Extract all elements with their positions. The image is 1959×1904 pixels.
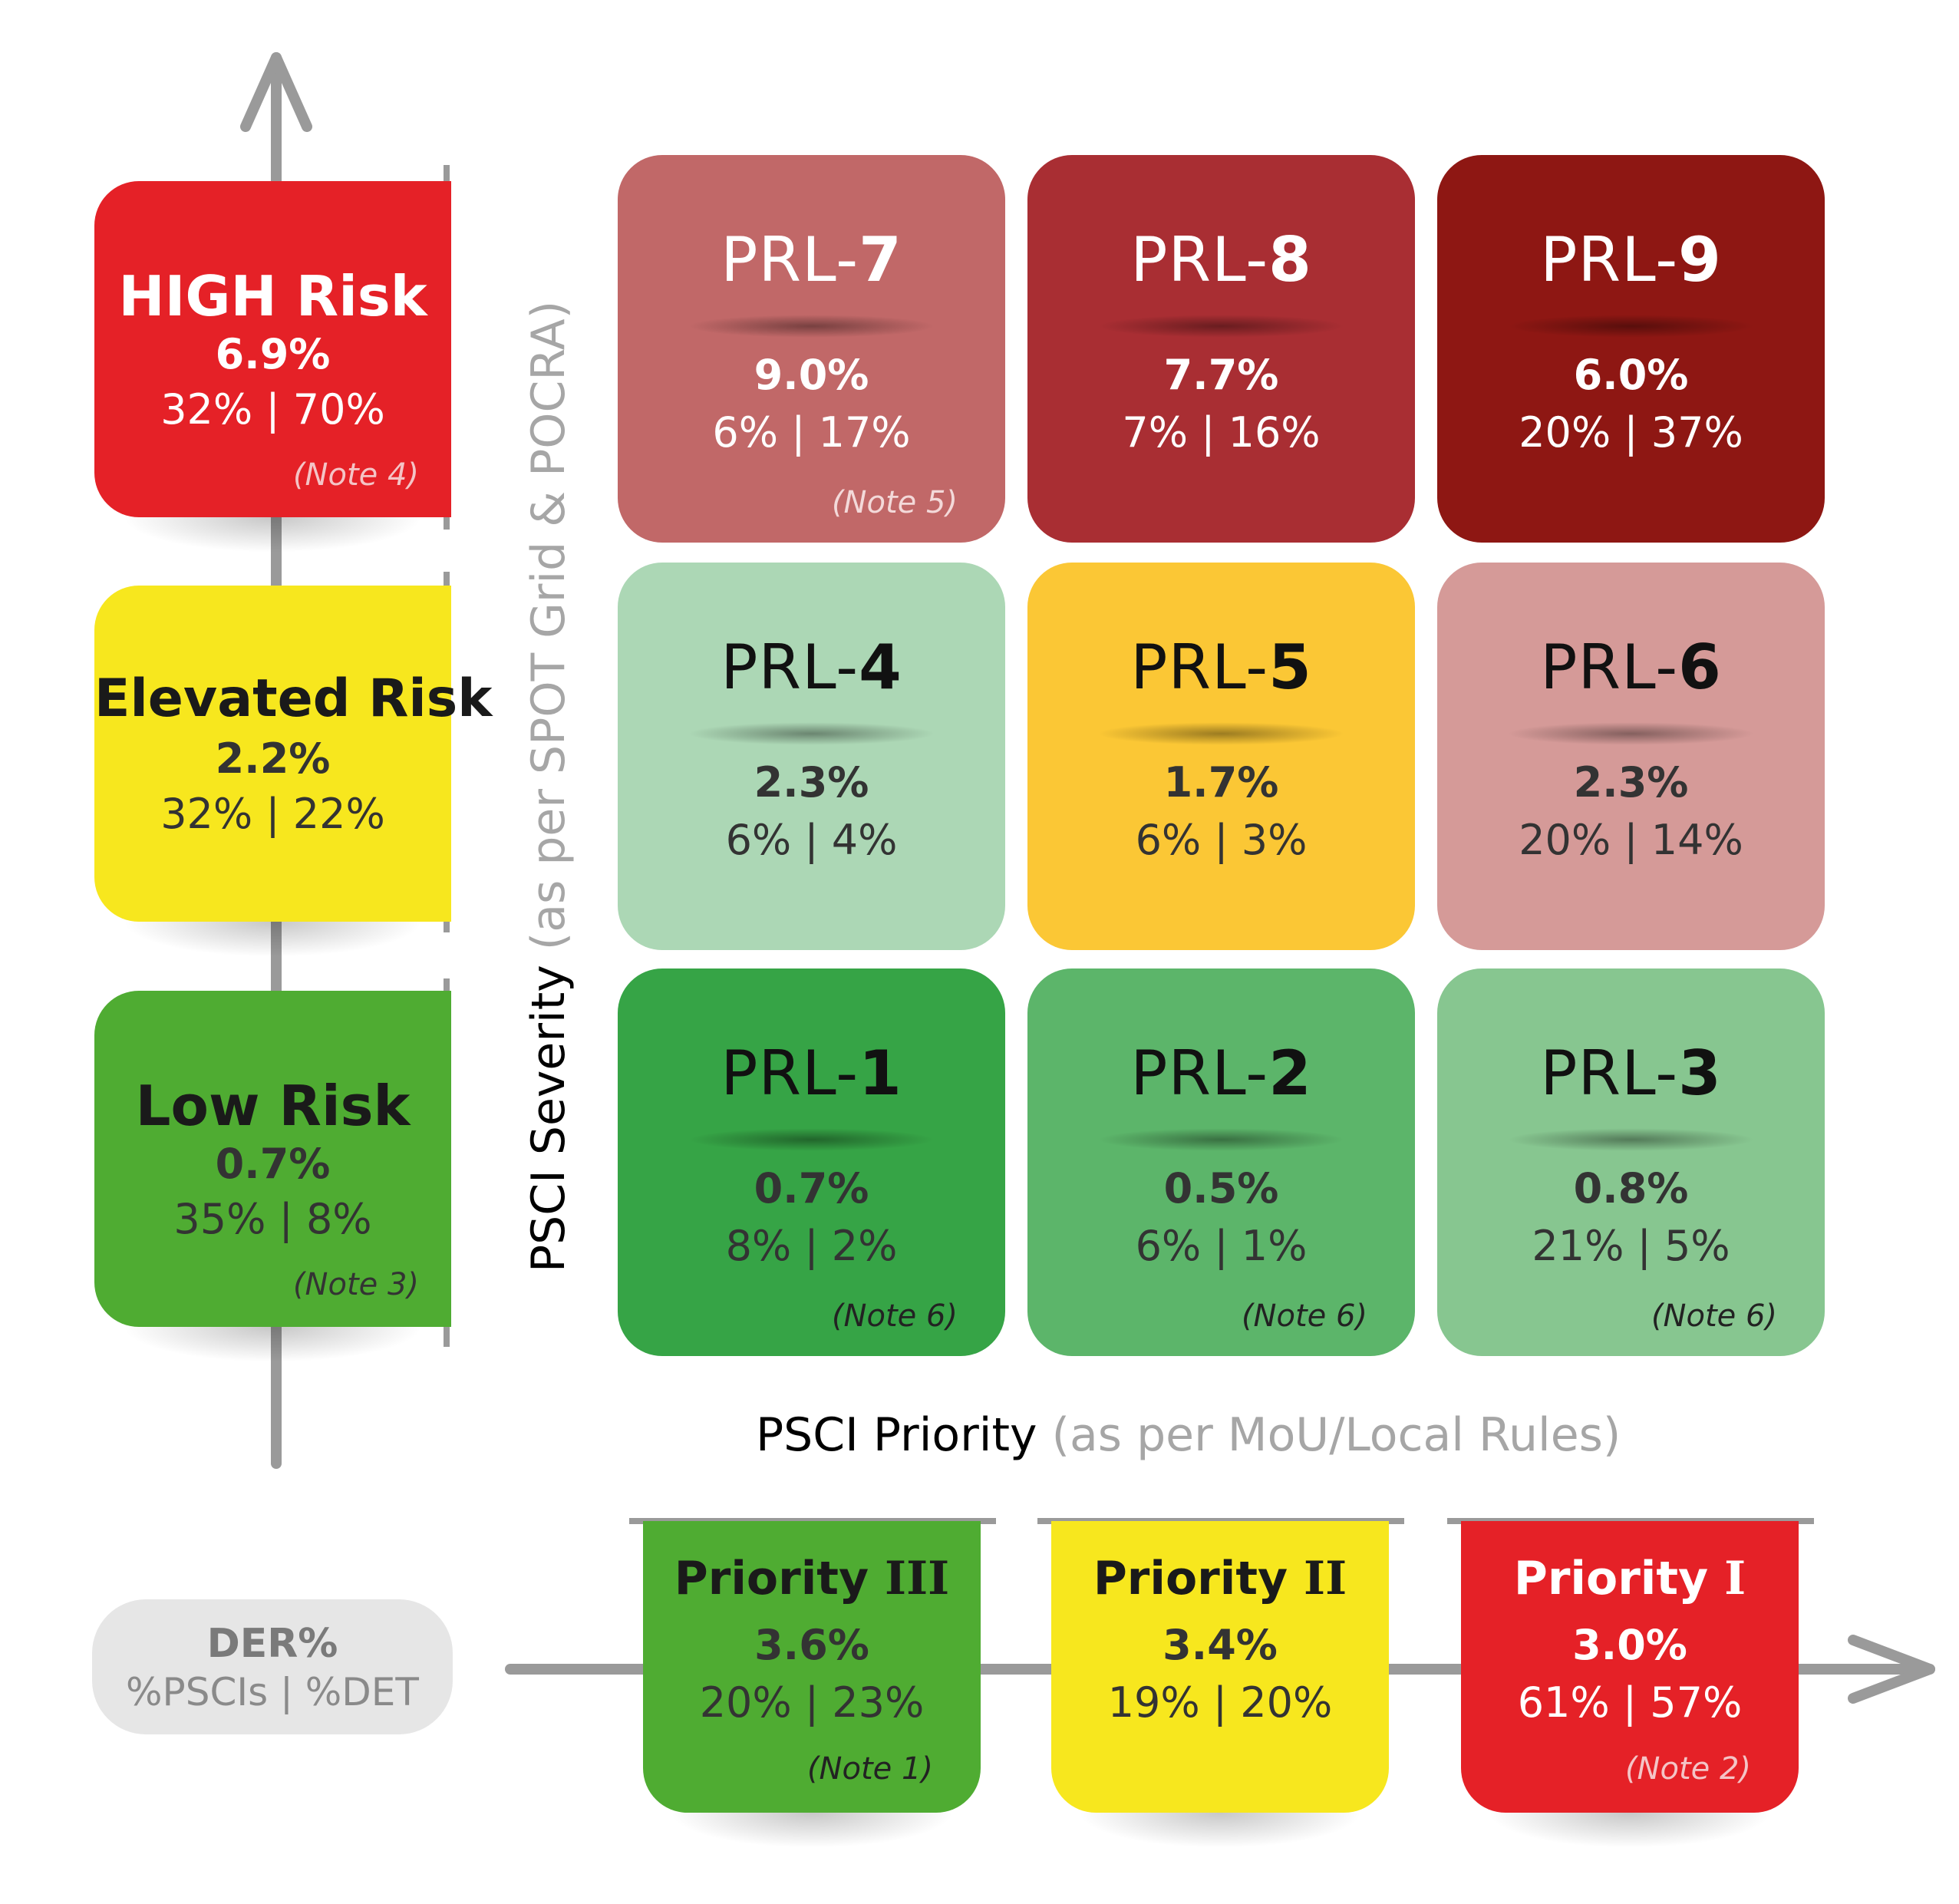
prl-6-cell: PRL-6 2.3% 20% | 14%: [1437, 563, 1825, 950]
der-legend-subtitle: %PSCIs | %DET: [126, 1670, 419, 1714]
severity-axis-title: PSCI Severity: [522, 965, 575, 1272]
der-legend: DER% %PSCIs | %DET: [92, 1599, 453, 1734]
priority-3-box: Priority III 3.6% 20% | 23% (Note 1): [643, 1521, 981, 1848]
prl-5-cell: PRL-5 1.7% 6% | 3%: [1027, 563, 1415, 950]
priority-1-title: Priority I: [1513, 1552, 1746, 1605]
severity-axis-label: PSCI Severity (as per SPOT Grid & POCRA): [522, 301, 575, 1272]
prl-4-cell: PRL-4 2.3% 6% | 4%: [618, 563, 1005, 950]
prl-7-note: (Note 5): [831, 485, 958, 520]
prl-1-note: (Note 6): [831, 1298, 958, 1334]
priority-2-split: 19% | 20%: [1107, 1678, 1333, 1727]
priority-axis-label: PSCI Priority (as per MoU/Local Rules): [756, 1408, 1621, 1462]
low-risk-split: 35% | 8%: [173, 1195, 372, 1243]
priority-3-split: 20% | 23%: [699, 1678, 925, 1727]
prl-1-der: 0.7%: [754, 1164, 869, 1213]
prl-9-title-shadow: [1506, 315, 1756, 338]
low-risk-note: (Note 3): [292, 1267, 419, 1302]
prl-8-cell: PRL-8 7.7% 7% | 16%: [1027, 155, 1415, 543]
prl-3-der: 0.8%: [1573, 1164, 1689, 1213]
prl-7-der: 9.0%: [754, 351, 869, 399]
prl-3-cell: PRL-3 0.8% 21% | 5% (Note 6): [1437, 968, 1825, 1356]
prl-2-title-shadow: [1097, 1128, 1346, 1151]
prl-6-title: PRL-6: [1540, 632, 1722, 703]
prl-3-note: (Note 6): [1651, 1298, 1777, 1334]
priority-3-title: Priority III: [674, 1552, 950, 1605]
prl-3-title-shadow: [1506, 1128, 1756, 1151]
high-risk-box: HIGH Risk 6.9% 32% | 70% (Note 4): [94, 181, 451, 553]
prl-4-der: 2.3%: [754, 758, 869, 807]
low-risk-der: 0.7%: [215, 1140, 331, 1188]
prl-8-title: PRL-8: [1130, 224, 1312, 295]
prl-5-der: 1.7%: [1163, 758, 1279, 807]
prl-5-title: PRL-5: [1130, 632, 1312, 703]
prl-4-title-shadow: [687, 722, 936, 745]
priority-3-note: (Note 1): [806, 1751, 933, 1787]
elevated-risk-box: Elevated Risk 2.2% 32% | 22%: [94, 586, 493, 957]
prl-9-title: PRL-9: [1540, 224, 1722, 295]
prl-7-title-shadow: [687, 315, 936, 338]
priority-2-title: Priority II: [1093, 1552, 1347, 1605]
prl-8-title-shadow: [1097, 315, 1346, 338]
prl-5-title-shadow: [1097, 722, 1346, 745]
priority-1-split: 61% | 57%: [1517, 1678, 1743, 1727]
prl-6-title-shadow: [1506, 722, 1756, 745]
low-risk-title: Low Risk: [135, 1074, 411, 1138]
priority-3-der: 3.6%: [754, 1621, 869, 1669]
priority-1-box: Priority I 3.0% 61% | 57% (Note 2): [1461, 1521, 1799, 1848]
priority-2-box: Priority II 3.4% 19% | 20%: [1051, 1521, 1389, 1848]
priority-2-der: 3.4%: [1163, 1621, 1278, 1669]
prl-2-cell: PRL-2 0.5% 6% | 1% (Note 6): [1027, 968, 1415, 1356]
prl-7-split: 6% | 17%: [712, 408, 911, 457]
prl-5-split: 6% | 3%: [1135, 816, 1308, 864]
priority-1-note: (Note 2): [1624, 1751, 1751, 1787]
prl-4-title: PRL-4: [721, 632, 902, 703]
prl-9-split: 20% | 37%: [1519, 408, 1743, 457]
prl-8-der: 7.7%: [1163, 351, 1279, 399]
high-risk-split: 32% | 70%: [160, 385, 385, 434]
prl-3-title: PRL-3: [1540, 1038, 1722, 1109]
elevated-risk-title: Elevated Risk: [94, 668, 493, 729]
high-risk-der: 6.9%: [215, 330, 331, 378]
prl-3-split: 21% | 5%: [1532, 1222, 1730, 1270]
high-risk-note: (Note 4): [292, 457, 419, 493]
prl-2-title: PRL-2: [1130, 1038, 1312, 1109]
prl-2-split: 6% | 1%: [1135, 1222, 1308, 1270]
der-legend-title: DER%: [206, 1621, 338, 1667]
low-risk-box: Low Risk 0.7% 35% | 8% (Note 3): [94, 991, 451, 1362]
elevated-risk-der: 2.2%: [215, 734, 331, 783]
severity-axis-subtitle: (as per SPOT Grid & POCRA): [522, 300, 575, 951]
prl-9-der: 6.0%: [1573, 351, 1689, 399]
prl-2-der: 0.5%: [1163, 1164, 1279, 1213]
prl-7-title: PRL-7: [721, 224, 902, 295]
prl-1-title-shadow: [687, 1128, 936, 1151]
prl-1-title: PRL-1: [721, 1038, 902, 1109]
prl-9-cell: PRL-9 6.0% 20% | 37%: [1437, 155, 1825, 543]
prl-2-note: (Note 6): [1241, 1298, 1367, 1334]
priority-1-der: 3.0%: [1572, 1621, 1687, 1669]
prl-6-der: 2.3%: [1573, 758, 1689, 807]
prl-4-split: 6% | 4%: [725, 816, 898, 864]
prl-1-split: 8% | 2%: [725, 1222, 898, 1270]
prl-8-split: 7% | 16%: [1122, 408, 1321, 457]
priority-axis-subtitle: (as per MoU/Local Rules): [1051, 1408, 1621, 1462]
elevated-risk-split: 32% | 22%: [160, 790, 385, 838]
high-risk-title: HIGH Risk: [118, 264, 427, 328]
prl-6-split: 20% | 14%: [1519, 816, 1743, 864]
prl-7-cell: PRL-7 9.0% 6% | 17% (Note 5): [618, 155, 1005, 543]
priority-axis-title: PSCI Priority: [756, 1408, 1037, 1462]
prl-1-cell: PRL-1 0.7% 8% | 2% (Note 6): [618, 968, 1005, 1356]
